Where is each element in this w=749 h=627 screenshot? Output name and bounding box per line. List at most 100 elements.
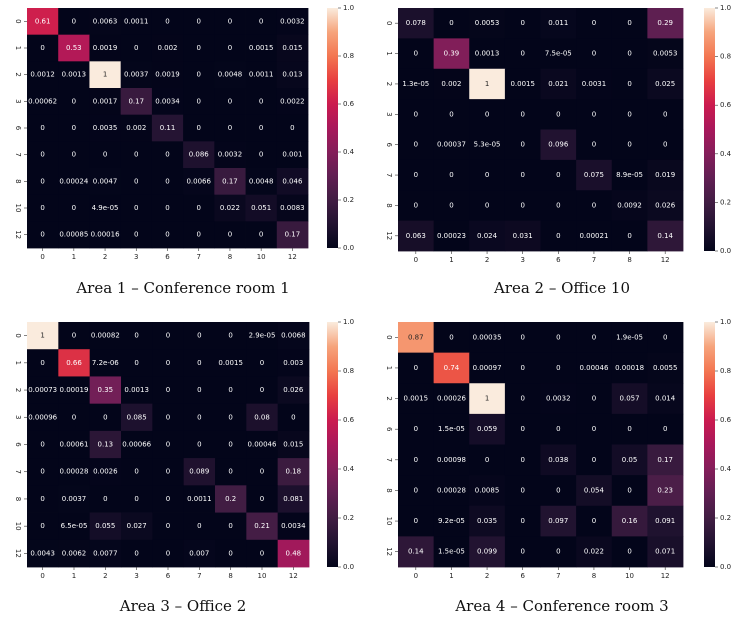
heatmap-cell xyxy=(121,512,153,541)
heatmap-cell xyxy=(398,159,435,191)
cell-label: 0 xyxy=(228,413,232,421)
cell-label: 0.051 xyxy=(251,204,271,212)
cell-label: 0 xyxy=(228,97,232,105)
heatmap-cell xyxy=(398,8,435,39)
cell-label: 0.53 xyxy=(66,44,82,52)
heatmap-cell xyxy=(540,159,577,191)
cell-label: 0 xyxy=(592,425,596,433)
heatmap-cell xyxy=(540,505,577,537)
colorbar-tick-label: 0.0 xyxy=(720,247,731,255)
cell-label: 0 xyxy=(40,231,44,239)
heatmap-cell xyxy=(433,159,470,191)
heatmap-cell xyxy=(58,168,90,196)
y-tick-label: 7 xyxy=(14,469,22,473)
x-tick-label: 0 xyxy=(40,572,44,580)
cell-label: 0.0015 xyxy=(249,44,274,52)
heatmap-cell xyxy=(469,129,506,161)
heatmap-cell xyxy=(89,458,122,486)
cell-label: 0 xyxy=(592,333,596,341)
heatmap-cell xyxy=(647,352,684,384)
cell-label: 0 xyxy=(40,441,44,449)
cell-label: 0 xyxy=(414,486,418,494)
colorbar-tick-label: 0.0 xyxy=(343,244,354,252)
heatmap-cell xyxy=(152,539,185,568)
heatmap-cell xyxy=(58,349,91,377)
heatmap-cell xyxy=(183,403,216,432)
cell-label: 0.002 xyxy=(157,44,177,52)
x-tick-label: 0 xyxy=(414,256,418,264)
heatmap-cell xyxy=(214,141,246,169)
heatmap-cell xyxy=(58,34,90,62)
cell-label: 0 xyxy=(414,364,418,372)
x-tick-label: 0 xyxy=(414,572,418,580)
cell-label: 0 xyxy=(134,151,138,159)
cell-label: 0 xyxy=(166,549,170,557)
heatmap-cell xyxy=(151,114,184,142)
cell-label: 0 xyxy=(663,141,667,149)
cell-label: 0.00046 xyxy=(579,364,608,372)
cell-label: 0 xyxy=(166,413,170,421)
x-tick-label: 6 xyxy=(520,572,525,580)
heatmap-cell xyxy=(276,168,309,196)
heatmap-cell xyxy=(576,383,613,415)
cell-label: 0 xyxy=(520,171,524,179)
cell-label: 0.00073 xyxy=(28,386,57,394)
cell-label: 0 xyxy=(592,19,596,27)
heatmap-cell xyxy=(246,458,279,486)
heatmap-cell xyxy=(276,141,309,169)
heatmap-cell xyxy=(469,190,506,222)
cell-label: 0.025 xyxy=(655,80,675,88)
heatmap-cell xyxy=(469,159,506,191)
x-tick-label: 7 xyxy=(196,253,200,261)
heatmap-cell xyxy=(120,168,153,196)
cell-label: 0 xyxy=(72,413,76,421)
cell-label: 0 xyxy=(228,386,232,394)
cell-label: 0.00018 xyxy=(615,364,644,372)
cell-label: 0 xyxy=(166,495,170,503)
y-tick-label: 2 xyxy=(14,72,22,76)
heatmap-cell xyxy=(433,68,470,100)
heatmap-cell xyxy=(215,349,247,377)
x-tick-label: 8 xyxy=(592,572,596,580)
cell-label: 0 xyxy=(414,517,418,525)
heatmap-cell xyxy=(245,194,278,222)
cell-label: 0 xyxy=(134,549,138,557)
cell-label: 0 xyxy=(197,413,201,421)
heatmap-cell xyxy=(89,349,122,377)
heatmap-cell xyxy=(246,322,279,350)
cell-label: 0.00019 xyxy=(60,386,89,394)
heatmap-cell xyxy=(398,536,435,568)
heatmap-cell xyxy=(277,376,310,405)
y-tick-label: 10 xyxy=(14,204,22,213)
heatmap-cell xyxy=(152,485,185,513)
cell-label: 0 xyxy=(627,19,631,27)
heatmap-cell xyxy=(469,68,506,100)
heatmap-cell xyxy=(576,352,613,384)
cell-label: 0 xyxy=(72,97,76,105)
cell-label: 0 xyxy=(103,151,107,159)
heatmap-cell xyxy=(214,221,246,249)
colorbar-tick-label: 0.2 xyxy=(720,514,731,522)
heatmap-cell xyxy=(647,38,684,70)
cell-label: 0 xyxy=(592,517,596,525)
heatmap-cell xyxy=(120,88,153,116)
cell-label: 0.015 xyxy=(282,44,302,52)
heatmap-cell xyxy=(540,8,577,39)
cell-label: 0.0034 xyxy=(155,97,180,105)
heatmap-cell xyxy=(504,8,541,39)
heatmap-cell xyxy=(89,8,122,36)
cell-label: 0 xyxy=(134,359,138,367)
cell-label: 0 xyxy=(592,395,596,403)
colorbar-tick-label: 1.0 xyxy=(343,4,354,12)
colorbar-tick-label: 0.0 xyxy=(343,563,354,571)
cell-label: 0 xyxy=(134,495,138,503)
cell-label: 0.0085 xyxy=(475,486,500,494)
heatmap-cell xyxy=(469,8,506,39)
cell-label: 0 xyxy=(166,441,170,449)
cell-label: 0.0048 xyxy=(249,177,274,185)
heatmap-cell xyxy=(58,376,91,405)
heatmap-cell xyxy=(504,190,541,222)
heatmap-cell xyxy=(433,129,470,161)
heatmap-cell xyxy=(214,34,246,62)
heatmap-cell xyxy=(611,505,648,537)
